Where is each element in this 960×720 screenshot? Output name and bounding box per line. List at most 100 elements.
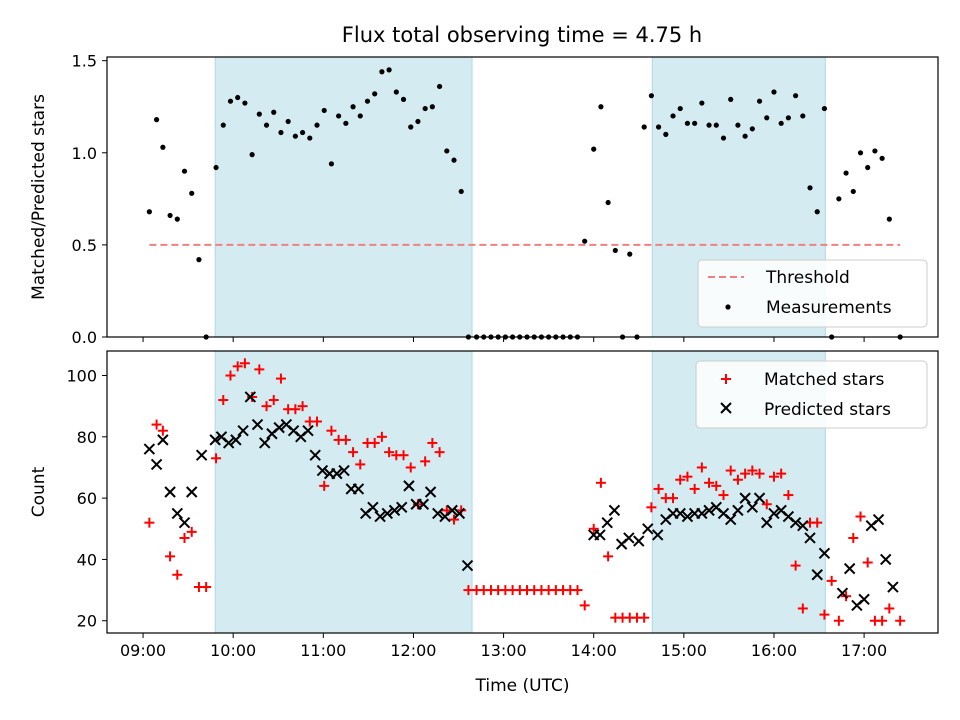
data-point-b: [273, 421, 285, 434]
data-point: [747, 465, 758, 476]
data-point-b: [396, 501, 408, 514]
data-point: [186, 526, 197, 537]
data-point: [446, 504, 458, 517]
data-point-b: [858, 593, 870, 605]
data-point: [776, 468, 787, 479]
data-point: [703, 504, 715, 517]
data-point: [725, 465, 736, 476]
data-point: [239, 358, 250, 369]
data-point: [675, 474, 686, 485]
data-point: [646, 502, 657, 513]
data-point-b: [681, 510, 694, 523]
data-point-b: [186, 486, 198, 498]
data-point-b: [717, 507, 730, 520]
data-point: [367, 501, 379, 514]
data-point: [653, 483, 664, 494]
y-tick-label: 60: [77, 489, 97, 508]
data-point: [797, 520, 809, 532]
data-point: [732, 504, 744, 517]
data-point: [364, 98, 371, 104]
data-point: [321, 107, 327, 114]
data-point: [819, 609, 830, 620]
y-tick-label: 100: [66, 367, 97, 386]
data-point: [603, 551, 614, 562]
data-point: [164, 486, 176, 498]
data-point: [761, 516, 773, 529]
data-point: [232, 361, 243, 372]
data-point: [674, 507, 686, 520]
data-point: [862, 557, 873, 568]
data-point-b: [843, 562, 856, 575]
data-point: [668, 493, 679, 504]
data-point: [388, 504, 401, 517]
data-point: [807, 185, 813, 191]
data-point-b: [880, 553, 892, 566]
y-tick-label: 1.5: [72, 52, 97, 71]
x-tick-label: 14:00: [571, 641, 617, 660]
data-point: [742, 133, 748, 139]
data-point: [209, 434, 221, 446]
data-point-b: [157, 434, 169, 446]
y-tick-label: 0.5: [72, 236, 97, 255]
data-point: [797, 603, 808, 614]
data-point: [290, 404, 301, 415]
data-point: [157, 434, 169, 446]
data-point: [254, 364, 265, 375]
data-point: [461, 559, 474, 572]
data-point: [826, 575, 837, 586]
data-point-b: [608, 504, 621, 517]
data-point-b: [302, 424, 314, 437]
data-point-b: [432, 507, 444, 520]
data-point-b: [746, 501, 759, 514]
data-point-b: [696, 507, 708, 520]
data-point: [352, 483, 365, 495]
data-point: [408, 124, 414, 130]
data-point: [588, 523, 599, 534]
data-point: [887, 581, 899, 593]
data-point: [178, 516, 191, 529]
data-point: [146, 209, 152, 215]
data-point: [449, 514, 460, 525]
legend-box: [695, 360, 928, 429]
data-point: [696, 507, 708, 520]
data-point: [865, 164, 871, 171]
data-point-b: [244, 391, 257, 403]
data-point: [350, 104, 356, 110]
data-point: [594, 529, 606, 541]
data-point: [396, 501, 408, 514]
data-point: [663, 131, 669, 137]
legend-measurements-label: Measurements: [766, 298, 892, 318]
chart-title: Flux total observing time = 4.75 h: [342, 23, 702, 47]
data-point: [855, 511, 866, 522]
data-point: [275, 373, 286, 384]
data-point: [343, 120, 349, 126]
x-axis-label: Time (UTC): [475, 676, 570, 696]
data-point: [316, 464, 329, 477]
data-point: [436, 83, 443, 90]
data-point: [886, 216, 892, 222]
data-point: [429, 104, 435, 110]
data-point: [434, 447, 445, 458]
data-point: [242, 100, 248, 106]
x-tick-label: 12:00: [390, 641, 436, 660]
data-point: [237, 424, 249, 437]
data-point: [314, 122, 320, 128]
data-point-b: [623, 532, 635, 544]
data-point-b: [338, 464, 350, 477]
data-point: [307, 135, 313, 141]
data-point: [213, 164, 219, 171]
y-tick-label: 80: [77, 428, 97, 447]
data-point: [711, 480, 722, 491]
legend-box: [697, 259, 928, 328]
data-point: [167, 212, 173, 219]
data-point-b: [775, 504, 787, 517]
data-point: [412, 499, 423, 510]
data-point: [179, 532, 190, 543]
x-tick-label: 10:00: [210, 641, 256, 660]
data-point: [739, 492, 751, 504]
data-point-b: [388, 504, 401, 517]
data-point: [374, 510, 386, 523]
data-point: [165, 551, 176, 562]
data-point-b: [143, 443, 156, 455]
plot-frame: [106, 56, 939, 338]
